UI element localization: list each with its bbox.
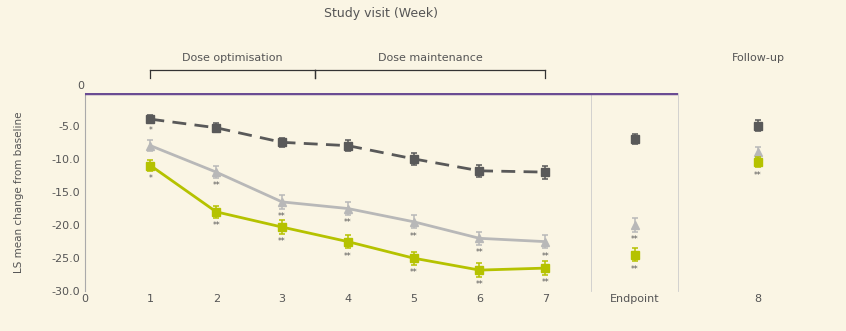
Text: LS mean change from baseline: LS mean change from baseline xyxy=(14,111,24,273)
Text: **: ** xyxy=(344,218,352,227)
Text: Dose maintenance: Dose maintenance xyxy=(378,53,482,63)
Text: **: ** xyxy=(541,252,549,260)
Text: *: * xyxy=(149,126,152,135)
Text: **: ** xyxy=(475,280,483,289)
Text: **: ** xyxy=(475,248,483,257)
Text: Follow-up: Follow-up xyxy=(732,53,784,63)
Text: **: ** xyxy=(278,237,286,246)
Text: Dose optimisation: Dose optimisation xyxy=(183,53,283,63)
Text: 0: 0 xyxy=(77,81,84,91)
Text: **: ** xyxy=(541,278,549,287)
Text: **: ** xyxy=(212,181,220,190)
Text: **: ** xyxy=(344,252,352,260)
Text: **: ** xyxy=(754,171,761,180)
Text: **: ** xyxy=(631,235,639,244)
Text: *: * xyxy=(149,174,152,183)
Text: **: ** xyxy=(278,212,286,221)
Text: **: ** xyxy=(631,265,639,274)
Text: Study visit (Week): Study visit (Week) xyxy=(324,7,438,20)
Text: **: ** xyxy=(409,268,418,277)
Text: **: ** xyxy=(409,232,418,241)
Text: **: ** xyxy=(212,221,220,230)
